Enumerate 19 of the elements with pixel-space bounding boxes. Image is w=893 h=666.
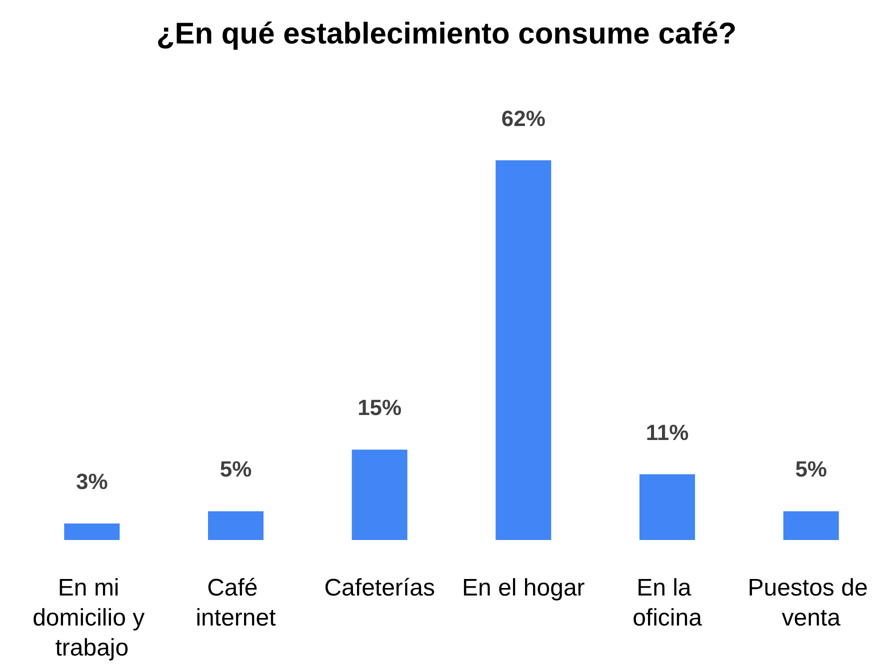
data-label: 62% bbox=[501, 106, 546, 131]
x-tick-label: En la oficina bbox=[632, 574, 703, 632]
bar bbox=[494, 159, 552, 541]
x-tick-label: En mi domicilio y trabajo bbox=[32, 574, 152, 662]
x-tick-label: Cafeterías bbox=[324, 574, 435, 602]
data-label: 5% bbox=[795, 456, 827, 482]
bar bbox=[206, 510, 265, 541]
data-label: 11% bbox=[646, 420, 689, 445]
data-label: 15% bbox=[358, 395, 402, 420]
data-label: 3% bbox=[76, 469, 108, 494]
data-label: 5% bbox=[220, 456, 252, 482]
bar bbox=[63, 522, 121, 541]
x-tick-label: Café internet bbox=[196, 574, 276, 632]
bar bbox=[350, 448, 408, 541]
x-tick-label: Puestos de venta bbox=[748, 574, 874, 632]
bar bbox=[782, 510, 840, 541]
chart-title: ¿En qué establecimiento consume café? bbox=[156, 18, 737, 50]
bar bbox=[638, 473, 696, 541]
x-tick-label: En el hogar bbox=[462, 574, 585, 602]
